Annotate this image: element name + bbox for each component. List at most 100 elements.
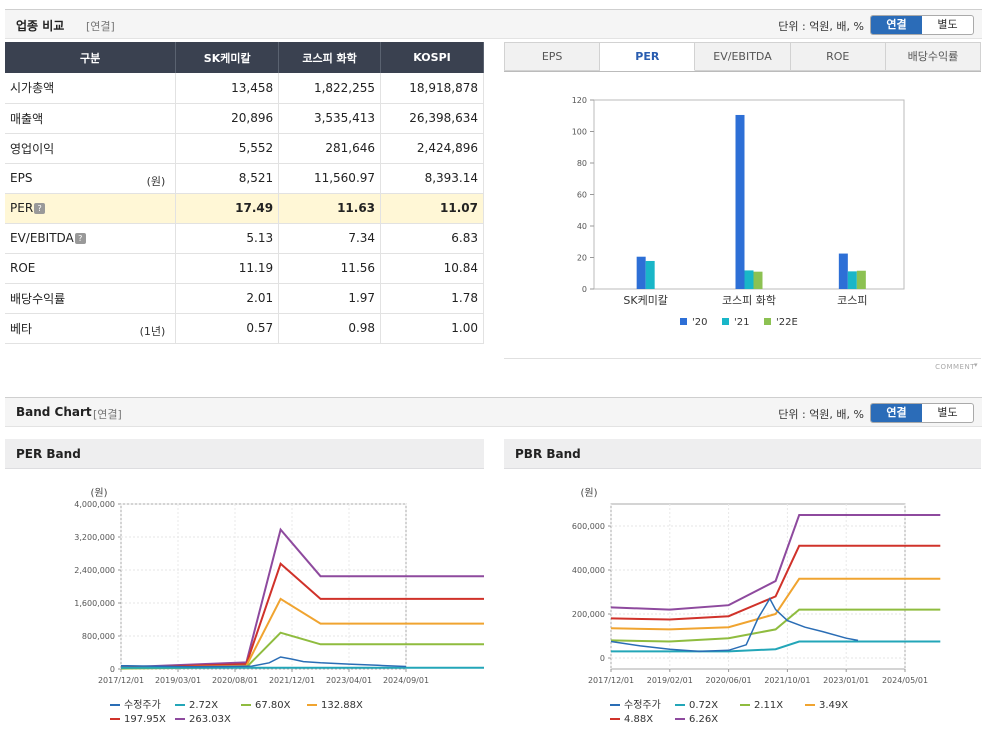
plot-area xyxy=(120,503,407,670)
pbr-band-title: PBR Band xyxy=(515,447,581,461)
legend-label: 수정주가 xyxy=(624,699,661,711)
band-title: Band Chart xyxy=(16,405,92,419)
row-label: EV/EBITDA? xyxy=(5,223,177,254)
per-band-line-chart: (원) 0 800,000 1,600,000 2,400,000 3,200,000 4,… xyxy=(74,487,484,725)
table-cell: 5,552 xyxy=(175,133,280,164)
row-label: 배당수익률 xyxy=(5,283,177,314)
band-unit-text: 단위 : 억원, 배, % xyxy=(778,408,864,421)
table-cell: 2.01 xyxy=(175,283,280,314)
x-tick-label: 2017/12/01 xyxy=(98,676,144,685)
row-label: ROE xyxy=(5,253,177,284)
comment-toggle-button[interactable]: COMMENT ▾ xyxy=(935,361,978,371)
x-category-label: 코스피 xyxy=(837,294,867,307)
row-label: 베타 (1년) xyxy=(5,313,177,344)
y-tick-label: 400,000 xyxy=(572,566,605,575)
table-cell: 11,560.97 xyxy=(278,163,382,194)
table-cell: 5.13 xyxy=(175,223,280,254)
bar xyxy=(735,114,745,290)
bar xyxy=(838,253,848,289)
y-tick-label: 2,400,000 xyxy=(74,566,115,575)
legend-label: 수정주가 xyxy=(124,699,161,711)
table-cell: 1.97 xyxy=(278,283,382,314)
toggle-consolidated-button[interactable]: 연결 xyxy=(871,16,922,34)
table-cell: 1.78 xyxy=(380,283,484,314)
row-label-text: 영업이익 xyxy=(10,141,55,156)
x-tick-label: 2019/02/01 xyxy=(647,676,693,685)
x-tick-label: 2021/10/01 xyxy=(764,676,810,685)
table-cell: 8,521 xyxy=(175,163,280,194)
per-band-panel-header: PER Band xyxy=(5,439,484,469)
band-section-header: Band Chart [연결] 단위 : 억원, 배, % 연결 별도 xyxy=(5,397,982,427)
table-cell: 8,393.14 xyxy=(380,163,484,194)
y-tick-label: 100 xyxy=(572,128,587,137)
metric-tabs: EPS PER EV/EBITDA ROE 배당수익률 xyxy=(504,42,982,72)
y-tick-label: 20 xyxy=(577,254,587,263)
legend-swatch xyxy=(680,318,687,325)
row-unit: (원) xyxy=(146,174,166,188)
table-cell: 10.84 xyxy=(380,253,484,284)
series-line xyxy=(610,608,941,643)
band-toggle-separate-button[interactable]: 별도 xyxy=(937,406,958,419)
series-line xyxy=(610,514,941,611)
table-cell: 0.98 xyxy=(278,313,382,344)
row-label-text: 배당수익률 xyxy=(10,291,66,306)
table-row: 매출액 20,896 3,535,413 26,398,634 xyxy=(5,103,484,134)
x-tick-label: 2020/06/01 xyxy=(706,676,752,685)
band-sub: [연결] xyxy=(93,408,122,421)
row-label-text: 매출액 xyxy=(10,111,44,126)
legend-label: 2.11X xyxy=(754,700,783,711)
series-line xyxy=(610,577,941,631)
col-header-index: KOSPI xyxy=(380,42,484,73)
tab-per[interactable]: PER xyxy=(600,42,696,71)
legend-swatch xyxy=(764,318,771,325)
pbr-band-line-chart: (원) 0 200,000 400,000 600,000 2017/12/01 2019/… xyxy=(572,487,941,725)
row-label: 영업이익 xyxy=(5,133,177,164)
table-cell: 281,646 xyxy=(278,133,382,164)
x-tick-label: 2023/04/01 xyxy=(326,676,372,685)
row-label: EPS (원) xyxy=(5,163,177,194)
legend-swatch xyxy=(722,318,729,325)
per-comparison-bar-chart: 0 20 40 60 80 100 120 SK케미칼 코스피 화학 코스피 '20 '21 '22E xyxy=(572,96,905,328)
band-toggle-consolidated-button[interactable]: 연결 xyxy=(871,404,922,422)
per-band-title: PER Band xyxy=(16,447,81,461)
bar xyxy=(645,260,655,289)
comparison-consolidation-toggle: 연결 별도 xyxy=(870,15,974,35)
table-cell: 3,535,413 xyxy=(278,103,382,134)
col-header-company: SK케미칼 xyxy=(175,42,280,73)
bar xyxy=(636,256,646,289)
tab-roe[interactable]: ROE xyxy=(790,42,886,71)
row-label-text: PER xyxy=(10,201,34,215)
row-label-text: EV/EBITDA xyxy=(10,231,74,245)
x-category-label: 코스피 화학 xyxy=(722,294,776,307)
x-tick-label: 2021/12/01 xyxy=(269,676,315,685)
col-header-category: 구분 xyxy=(5,42,177,73)
legend-label: 197.95X xyxy=(124,714,166,725)
y-tick-label: 0 xyxy=(600,654,605,663)
legend-label: 2.72X xyxy=(189,700,218,711)
help-icon[interactable]: ? xyxy=(34,203,46,214)
tab-eps[interactable]: EPS xyxy=(504,42,601,71)
x-tick-label: 2024/09/01 xyxy=(383,676,429,685)
tab-dividend-yield[interactable]: 배당수익률 xyxy=(885,42,982,71)
y-axis-label: (원) xyxy=(580,487,597,499)
help-icon[interactable]: ? xyxy=(74,233,86,244)
comparison-title: 업종 비교 xyxy=(16,19,65,33)
table-row: EPS (원) 8,521 11,560.97 8,393.14 xyxy=(5,163,484,194)
tab-ev-ebitda[interactable]: EV/EBITDA xyxy=(695,42,791,71)
table-row: PER? 17.49 11.63 11.07 xyxy=(5,193,484,224)
table-cell: 7.34 xyxy=(278,223,382,254)
table-cell: 17.49 xyxy=(175,193,280,224)
y-tick-label: 0 xyxy=(110,665,115,674)
x-tick-label: 2023/01/01 xyxy=(823,676,869,685)
legend-label: '21 xyxy=(734,317,749,328)
y-tick-label: 60 xyxy=(577,191,587,200)
table-cell: 13,458 xyxy=(175,73,280,104)
comparison-unit-text: 단위 : 억원, 배, % xyxy=(778,20,864,33)
table-cell: 11.56 xyxy=(278,253,382,284)
table-cell: 6.83 xyxy=(380,223,484,254)
legend-label: 132.88X xyxy=(321,700,363,711)
y-tick-label: 4,000,000 xyxy=(74,500,115,509)
x-tick-label: 2019/03/01 xyxy=(155,676,201,685)
toggle-separate-button[interactable]: 별도 xyxy=(937,18,958,31)
table-row: 영업이익 5,552 281,646 2,424,896 xyxy=(5,133,484,164)
